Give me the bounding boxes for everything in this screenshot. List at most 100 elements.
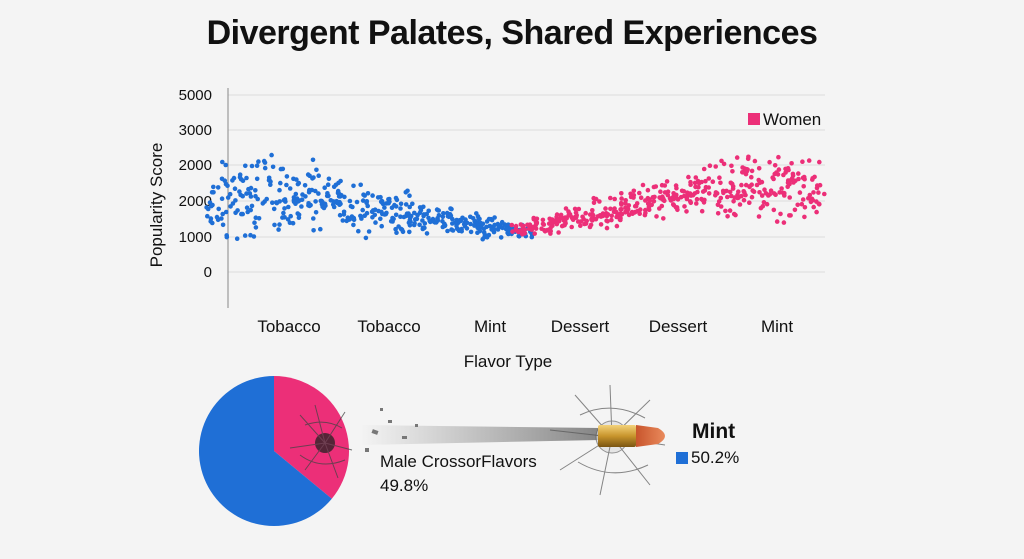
point-women (801, 184, 806, 189)
point-men (223, 181, 229, 187)
point-men (361, 192, 366, 197)
point-men (262, 160, 268, 165)
point-women (670, 194, 676, 200)
point-men (211, 184, 216, 190)
point-men (284, 174, 290, 179)
point-men (277, 222, 282, 227)
point-women (811, 204, 816, 210)
point-men (498, 235, 504, 240)
point-women (625, 206, 631, 212)
point-women (713, 164, 718, 169)
point-men (294, 177, 299, 182)
point-men (364, 200, 369, 206)
point-women (546, 221, 552, 226)
bullet-hole-pie-icon (289, 404, 353, 479)
point-men (302, 183, 308, 188)
point-women (604, 218, 609, 223)
point-men (393, 204, 399, 209)
point-women (806, 158, 812, 163)
point-women (811, 190, 816, 195)
point-women (731, 199, 736, 204)
point-men (255, 196, 260, 202)
point-men (254, 163, 260, 168)
point-women (674, 205, 680, 210)
point-women (623, 200, 628, 206)
point-men (288, 213, 294, 219)
point-women (723, 208, 728, 214)
point-women (563, 220, 568, 226)
point-women (651, 199, 657, 204)
point-men (338, 201, 343, 207)
point-men (244, 191, 249, 196)
point-women (522, 227, 528, 232)
point-men (427, 218, 433, 224)
women-value-text: 49.8% (380, 476, 429, 495)
y-tick-label: 5000 (179, 87, 212, 104)
point-men (242, 233, 248, 238)
point-women (814, 209, 819, 215)
point-men (464, 226, 470, 231)
point-women (719, 158, 724, 164)
point-women (699, 208, 705, 214)
point-women (727, 208, 733, 213)
point-women (701, 200, 707, 205)
point-women (693, 175, 699, 180)
point-women (800, 159, 805, 164)
point-women (522, 231, 528, 236)
point-men (351, 183, 356, 189)
point-men (488, 216, 494, 222)
point-women (593, 196, 599, 202)
point-women (739, 182, 744, 188)
point-men (336, 180, 341, 186)
point-women (758, 205, 764, 211)
mint-value-text: 50.2% (691, 448, 740, 467)
point-men (366, 229, 372, 234)
point-men (393, 226, 398, 232)
point-women (531, 224, 536, 230)
point-men (331, 184, 337, 190)
point-men (237, 175, 243, 180)
point-men (280, 166, 286, 172)
point-women (603, 206, 608, 211)
point-women (614, 223, 620, 229)
bullet-streak (360, 425, 600, 445)
point-men (230, 178, 235, 183)
point-men (293, 191, 299, 197)
point-men (387, 196, 392, 202)
point-women (527, 222, 533, 227)
point-men (234, 236, 240, 241)
point-men (249, 163, 255, 169)
point-women (701, 166, 707, 172)
point-men (300, 192, 305, 197)
mint-value: 50.2% (676, 448, 739, 468)
point-men (214, 214, 220, 220)
point-men (459, 229, 465, 234)
point-men (211, 190, 216, 195)
point-men (398, 201, 404, 207)
point-men (328, 198, 334, 203)
point-men (272, 222, 277, 228)
point-women (510, 229, 515, 234)
point-men (440, 214, 446, 220)
point-women (778, 211, 783, 217)
point-women (576, 206, 582, 212)
point-men (296, 215, 302, 220)
point-women (593, 216, 599, 222)
point-women (816, 201, 822, 207)
point-women (628, 191, 633, 197)
point-men (417, 222, 422, 228)
x-tick-label: Mint (474, 317, 506, 336)
point-women (566, 209, 571, 214)
point-men (220, 159, 225, 165)
point-men (407, 204, 413, 210)
point-men (225, 195, 231, 200)
point-men (341, 212, 347, 217)
point-women (633, 203, 639, 209)
point-women (684, 209, 689, 214)
point-women (618, 215, 623, 221)
point-women (727, 189, 733, 195)
point-women (706, 176, 712, 181)
point-men (376, 208, 381, 214)
point-men (253, 225, 259, 230)
